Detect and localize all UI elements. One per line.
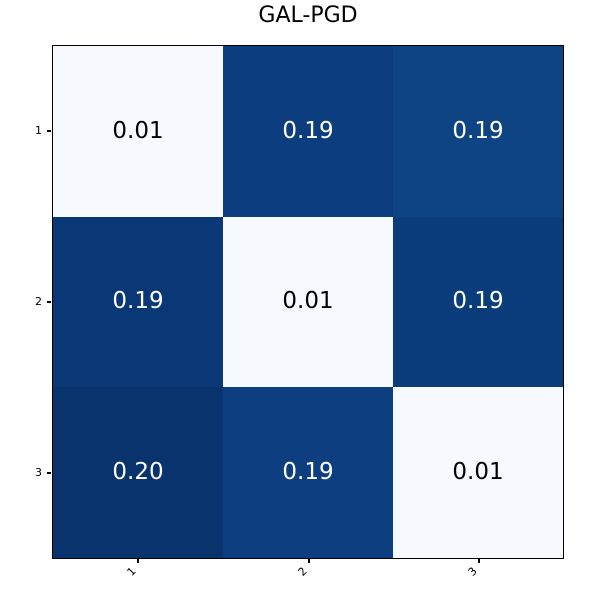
heatmap-cell-r3c1: 0.20 [53, 387, 223, 558]
heatmap-cell-r2c1: 0.19 [53, 216, 223, 388]
x-tick-label-2: 2 [295, 564, 310, 579]
heatmap-cell-r3c3: 0.01 [393, 387, 563, 558]
y-tick-mark-3 [47, 472, 51, 474]
heatmap-axes: 0.01 0.19 0.19 0.19 0.01 0.19 0.20 0.19 … [52, 45, 564, 559]
heatmap-cell-r2c2: 0.01 [223, 216, 393, 388]
x-tick-mark-2 [308, 559, 310, 563]
x-tick-mark-3 [478, 559, 480, 563]
x-tick-label-3: 3 [465, 564, 480, 579]
chart-title: GAL-PGD [258, 3, 358, 28]
y-tick-label-1: 1 [35, 124, 42, 137]
heatmap-cell-r3c2: 0.19 [223, 387, 393, 558]
y-tick-label-3: 3 [35, 466, 42, 479]
x-tick-label-1: 1 [124, 564, 139, 579]
heatmap-cell-r1c3: 0.19 [393, 46, 563, 217]
x-tick-mark-1 [137, 559, 139, 563]
heatmap-cell-r1c2: 0.19 [223, 46, 393, 217]
y-tick-mark-2 [47, 301, 51, 303]
heatmap-cell-r1c1: 0.01 [53, 46, 223, 217]
y-tick-mark-1 [47, 130, 51, 132]
y-tick-label-2: 2 [35, 295, 42, 308]
heatmap-cell-r2c3: 0.19 [393, 216, 563, 388]
